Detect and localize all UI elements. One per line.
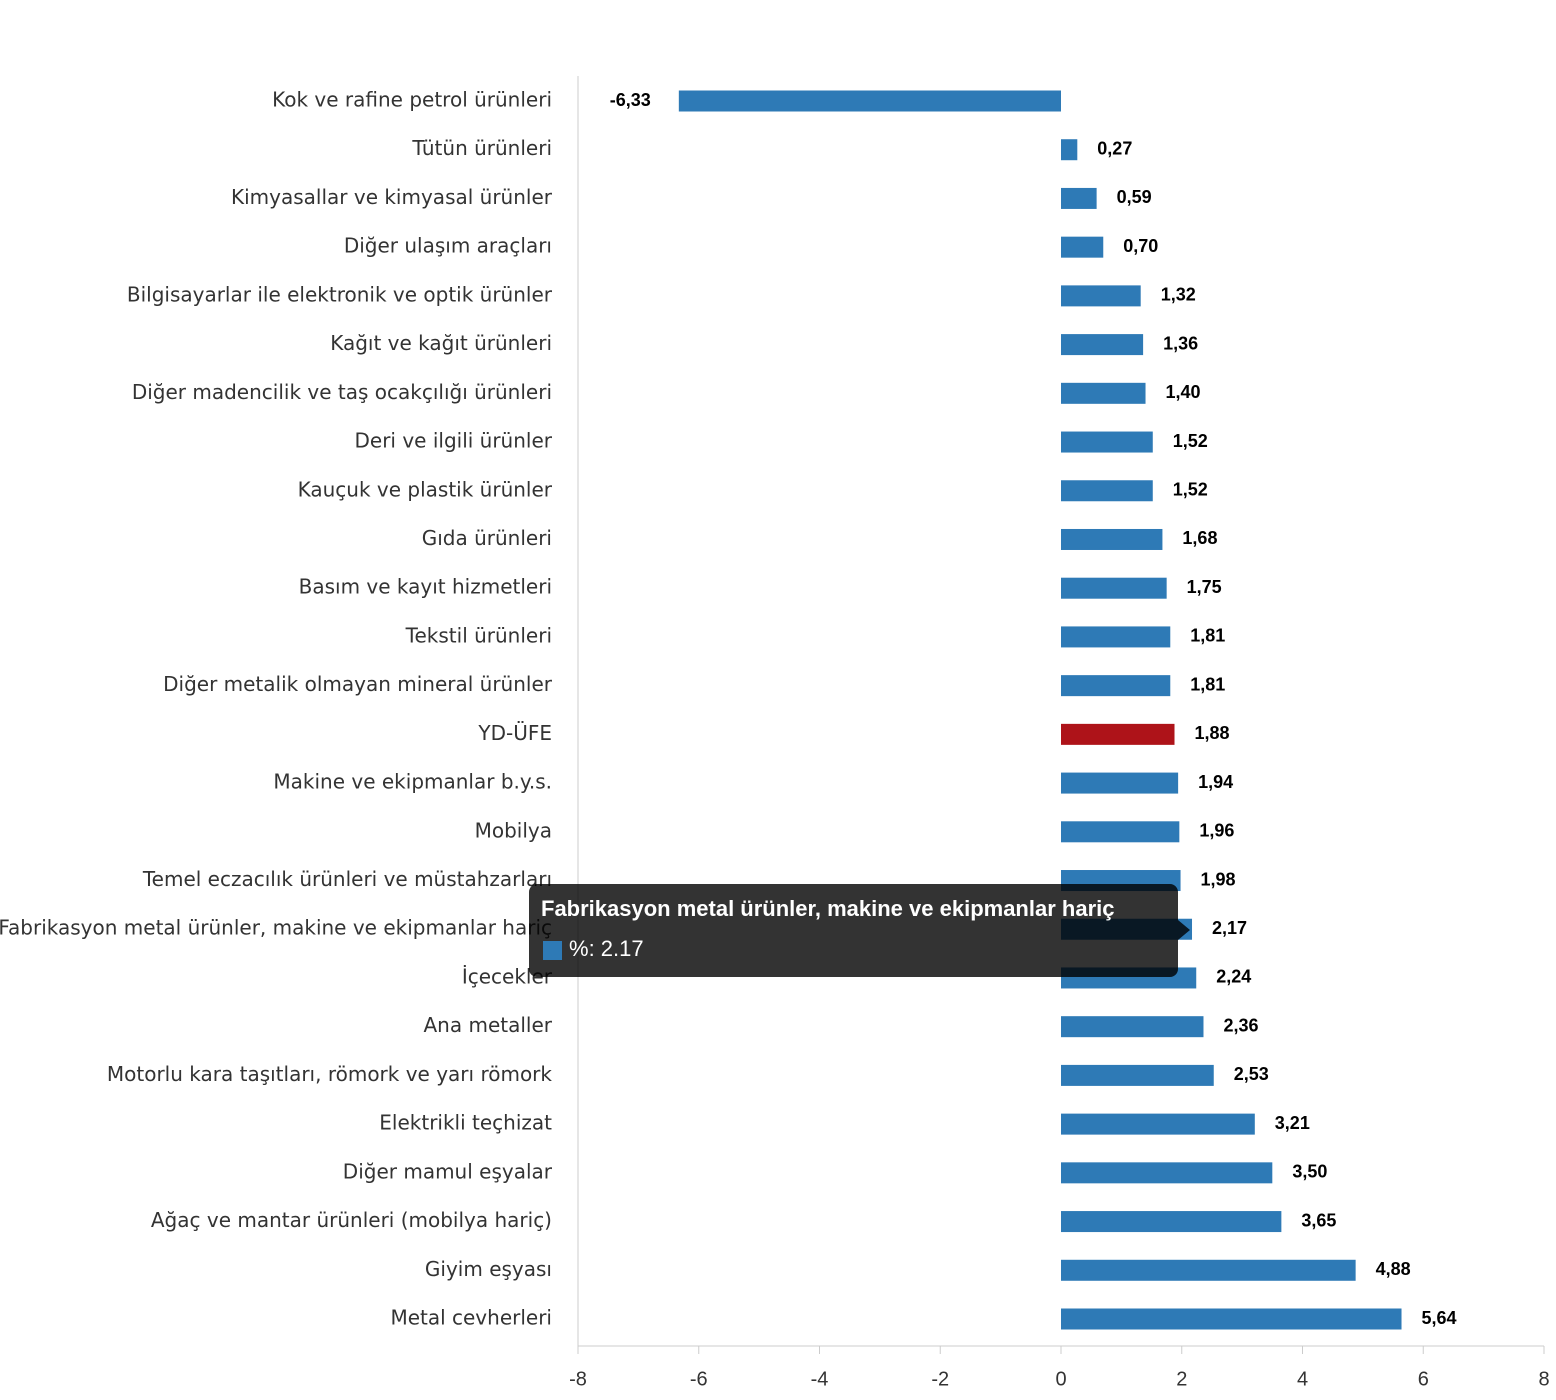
tooltip-swatch xyxy=(543,941,562,960)
tooltip-arrow xyxy=(1178,920,1190,940)
y-tick-label: Ağaç ve mantar ürünleri (mobilya hariç) xyxy=(151,1208,552,1232)
bar xyxy=(1061,675,1171,697)
x-tick-label: 0 xyxy=(1055,1368,1066,1390)
tooltip: Fabrikasyon metal ürünler, makine ve eki… xyxy=(529,884,1190,977)
value-label: 2,36 xyxy=(1223,1015,1258,1035)
x-tick-label: 2 xyxy=(1176,1368,1187,1390)
x-tick-label: -6 xyxy=(690,1368,708,1390)
value-label: 2,53 xyxy=(1234,1064,1269,1084)
x-tick-label: -4 xyxy=(811,1368,829,1390)
bar xyxy=(1061,334,1144,356)
x-tick-label: -8 xyxy=(569,1368,587,1390)
tooltip-sep: : xyxy=(589,936,601,961)
bar xyxy=(1061,480,1153,502)
x-tick-label: 8 xyxy=(1538,1368,1549,1390)
y-tick-label: Kok ve rafine petrol ürünleri xyxy=(272,88,552,112)
y-tick-label: Fabrikasyon metal ürünler, makine ve eki… xyxy=(0,916,552,940)
y-tick-label: Bilgisayarlar ile elektronik ve optik ür… xyxy=(127,282,553,306)
x-tick-label: -2 xyxy=(931,1368,949,1390)
x-tick-label: 4 xyxy=(1297,1368,1308,1390)
value-label: 1,96 xyxy=(1199,821,1234,841)
value-label: 3,65 xyxy=(1301,1210,1336,1230)
bar xyxy=(1061,139,1078,161)
value-label: 1,40 xyxy=(1166,382,1201,402)
bar xyxy=(1061,382,1146,404)
value-label: 0,27 xyxy=(1097,138,1132,158)
tooltip-series: % xyxy=(569,936,589,961)
y-tick-label: Gıda ürünleri xyxy=(422,526,552,550)
bar xyxy=(1061,577,1167,599)
y-tick-label: Diğer metalik olmayan mineral ürünler xyxy=(163,672,553,696)
y-tick-label: Basım ve kayıt hizmetleri xyxy=(299,575,552,599)
bar xyxy=(1061,626,1171,648)
y-tick-label: Deri ve ilgili ürünler xyxy=(354,429,552,453)
value-label: 1,81 xyxy=(1190,626,1225,646)
value-label: 1,52 xyxy=(1173,480,1208,500)
value-label: 0,70 xyxy=(1123,236,1158,256)
bar xyxy=(1061,1211,1282,1233)
y-tick-label: Kauçuk ve plastik ürünler xyxy=(298,477,553,501)
bar xyxy=(1061,723,1175,745)
value-label: 4,88 xyxy=(1376,1259,1411,1279)
bar xyxy=(1061,187,1097,209)
tooltip-number: 2.17 xyxy=(601,936,644,961)
bar xyxy=(1061,1113,1255,1135)
y-tick-label: Kimyasallar ve kimyasal ürünler xyxy=(231,185,553,209)
y-tick-label: Motorlu kara taşıtları, römork ve yarı r… xyxy=(107,1062,553,1086)
bar xyxy=(1061,1162,1273,1184)
value-label: 1,68 xyxy=(1182,528,1217,548)
y-tick-label: Giyim eşyası xyxy=(425,1257,552,1281)
value-label: 2,24 xyxy=(1216,967,1251,987)
value-label: 3,21 xyxy=(1275,1113,1310,1133)
y-tick-label: Diğer madencilik ve taş ocakçılığı ürünl… xyxy=(132,380,552,404)
bar xyxy=(1061,1016,1204,1038)
value-label: 1,32 xyxy=(1161,285,1196,305)
value-label: 2,17 xyxy=(1212,918,1247,938)
y-tick-label: Kağıt ve kağıt ürünleri xyxy=(330,331,552,355)
bar xyxy=(1061,285,1141,307)
value-label: 0,59 xyxy=(1117,187,1152,207)
y-tick-label: Metal cevherleri xyxy=(390,1306,552,1330)
value-label: 1,36 xyxy=(1163,333,1198,353)
bar xyxy=(1061,1064,1214,1086)
bar xyxy=(1061,821,1180,843)
y-tick-label: Temel eczacılık ürünleri ve müstahzarlar… xyxy=(142,867,552,891)
bar xyxy=(678,90,1061,112)
tooltip-title: Fabrikasyon metal ürünler, makine ve eki… xyxy=(541,896,1114,921)
value-label: 1,88 xyxy=(1195,723,1230,743)
tooltip-value: %: 2.17 xyxy=(569,936,644,961)
y-tick-label: Diğer ulaşım araçları xyxy=(344,234,552,258)
bar xyxy=(1061,1308,1402,1330)
y-tick-label: Mobilya xyxy=(475,818,552,842)
y-tick-label: Tütün ürünleri xyxy=(411,136,552,160)
bar xyxy=(1061,528,1163,550)
value-label: 3,50 xyxy=(1292,1162,1327,1182)
y-tick-label: Tekstil ürünleri xyxy=(405,623,552,647)
bar xyxy=(1061,772,1179,794)
x-tick-label: 6 xyxy=(1418,1368,1429,1390)
y-tick-label: YD-ÜFE xyxy=(477,721,552,745)
value-label: 1,75 xyxy=(1187,577,1222,597)
value-label: 1,81 xyxy=(1190,674,1225,694)
y-tick-label: Makine ve ekipmanlar b.y.s. xyxy=(273,770,552,794)
bar xyxy=(1061,236,1104,258)
y-tick-label: Diğer mamul eşyalar xyxy=(343,1159,553,1183)
value-label: 1,94 xyxy=(1198,772,1233,792)
y-tick-label: Elektrikli teçhizat xyxy=(379,1111,552,1135)
value-label: 1,98 xyxy=(1201,869,1236,889)
value-label: 5,64 xyxy=(1422,1308,1457,1328)
bar xyxy=(1061,431,1153,453)
y-tick-label: Ana metaller xyxy=(424,1013,553,1037)
value-label: -6,33 xyxy=(610,90,651,110)
tooltip-box xyxy=(529,884,1178,977)
bar xyxy=(1061,1259,1356,1281)
value-label: 1,52 xyxy=(1173,431,1208,451)
